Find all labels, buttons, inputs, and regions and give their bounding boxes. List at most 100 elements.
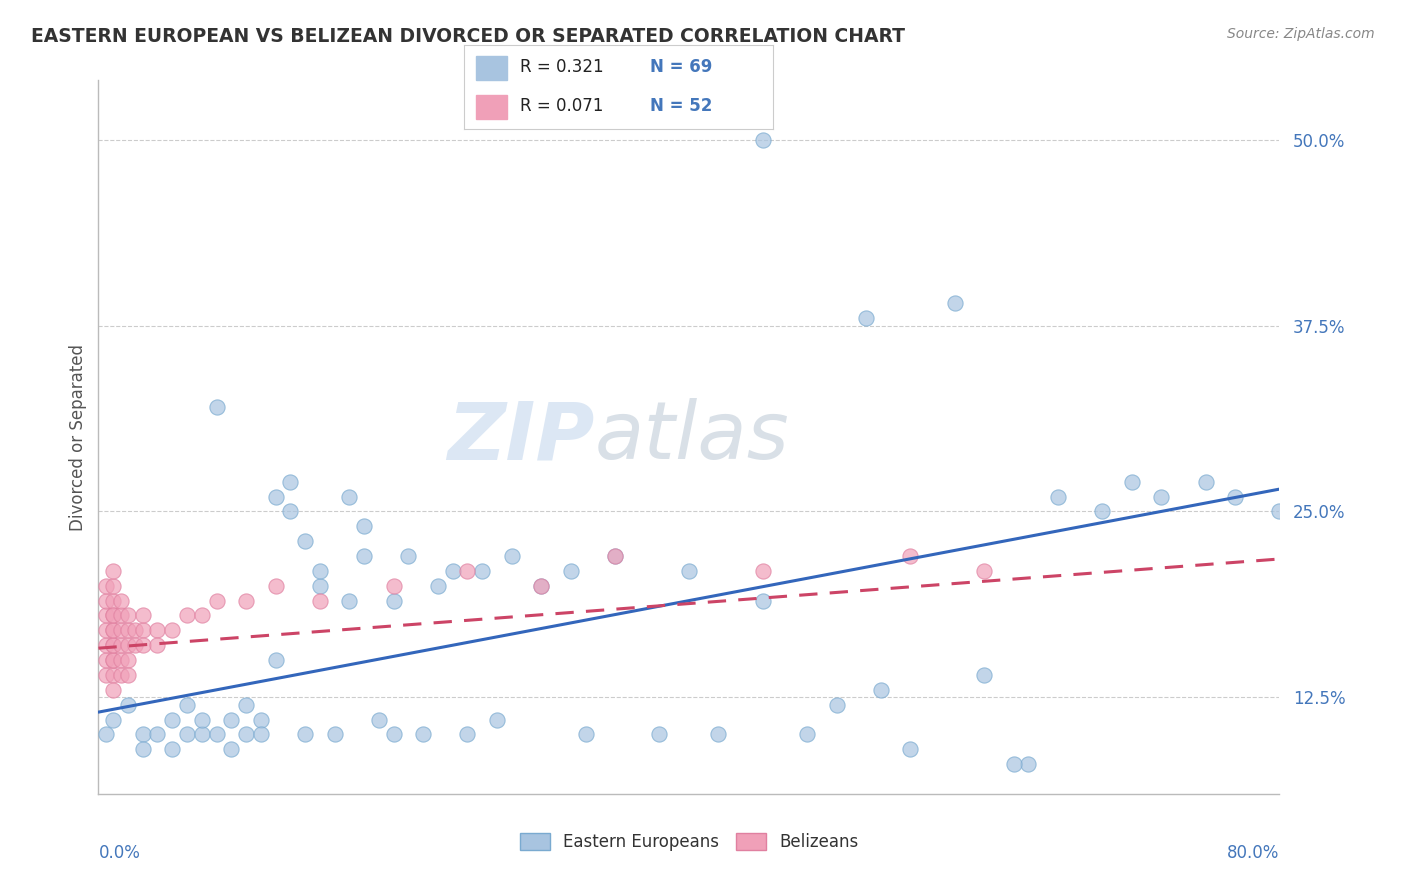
Point	[294, 727, 316, 741]
Point	[250, 727, 273, 741]
Text: N = 69: N = 69	[650, 59, 711, 77]
Point	[471, 564, 494, 578]
Point	[132, 608, 155, 623]
Point	[752, 564, 775, 578]
Point	[162, 713, 183, 727]
Point	[94, 638, 117, 652]
Point	[94, 608, 117, 623]
Point	[235, 698, 257, 712]
Point	[94, 727, 117, 741]
Point	[264, 653, 287, 667]
Point	[103, 608, 125, 623]
Point	[110, 653, 132, 667]
Point	[796, 727, 818, 741]
Point	[575, 727, 598, 741]
Point	[323, 727, 346, 741]
Point	[176, 727, 198, 741]
Point	[94, 624, 117, 638]
Point	[191, 727, 214, 741]
Point	[110, 668, 132, 682]
Point	[103, 579, 125, 593]
Point	[1046, 490, 1070, 504]
Point	[103, 713, 125, 727]
Point	[309, 579, 332, 593]
Text: EASTERN EUROPEAN VS BELIZEAN DIVORCED OR SEPARATED CORRELATION CHART: EASTERN EUROPEAN VS BELIZEAN DIVORCED OR…	[31, 27, 905, 45]
Point	[900, 549, 922, 563]
Point	[176, 698, 198, 712]
Point	[457, 564, 479, 578]
Point	[205, 727, 228, 741]
Point	[560, 564, 582, 578]
Point	[103, 564, 125, 578]
Point	[973, 668, 995, 682]
Point	[530, 579, 553, 593]
Point	[94, 653, 117, 667]
Point	[1091, 504, 1114, 518]
Point	[235, 593, 257, 607]
Point	[943, 296, 966, 310]
Point	[110, 608, 132, 623]
Point	[678, 564, 700, 578]
Point	[870, 682, 893, 697]
Point	[117, 653, 139, 667]
Point	[132, 638, 155, 652]
Point	[309, 564, 332, 578]
Point	[648, 727, 671, 741]
Point	[124, 638, 146, 652]
Point	[117, 638, 139, 652]
Point	[264, 490, 287, 504]
Point	[146, 727, 169, 741]
Point	[752, 133, 775, 147]
Point	[221, 713, 243, 727]
Point	[353, 519, 375, 533]
Point	[162, 624, 183, 638]
Point	[103, 653, 125, 667]
Text: R = 0.071: R = 0.071	[520, 96, 603, 114]
Point	[110, 624, 132, 638]
Point	[1121, 475, 1143, 489]
Point	[530, 579, 553, 593]
Point	[94, 593, 117, 607]
Point	[368, 713, 391, 727]
Point	[124, 624, 146, 638]
Point	[221, 742, 243, 756]
Point	[412, 727, 434, 741]
Point	[103, 624, 125, 638]
Point	[1150, 490, 1173, 504]
Point	[117, 608, 139, 623]
Point	[309, 593, 332, 607]
Bar	[477, 56, 508, 80]
Point	[250, 713, 273, 727]
Point	[855, 311, 877, 326]
Point	[752, 593, 775, 607]
Point	[103, 638, 125, 652]
Point	[973, 564, 995, 578]
Point	[1018, 757, 1040, 772]
Point	[605, 549, 627, 563]
Point	[1225, 490, 1247, 504]
Point	[103, 593, 125, 607]
Point	[132, 727, 155, 741]
Point	[117, 624, 139, 638]
Point	[339, 490, 361, 504]
Point	[103, 624, 125, 638]
Point	[235, 727, 257, 741]
Point	[205, 593, 228, 607]
Point	[294, 534, 316, 549]
Point	[457, 727, 479, 741]
Bar	[477, 95, 508, 120]
Point	[825, 698, 848, 712]
Point	[94, 579, 117, 593]
Point	[707, 727, 730, 741]
Point	[441, 564, 464, 578]
Point	[382, 593, 405, 607]
Point	[280, 475, 302, 489]
Point	[117, 698, 139, 712]
Point	[94, 668, 117, 682]
Point	[146, 624, 169, 638]
Point	[103, 682, 125, 697]
Point	[398, 549, 420, 563]
Text: ZIP: ZIP	[447, 398, 595, 476]
Point	[339, 593, 361, 607]
Point	[1002, 757, 1025, 772]
